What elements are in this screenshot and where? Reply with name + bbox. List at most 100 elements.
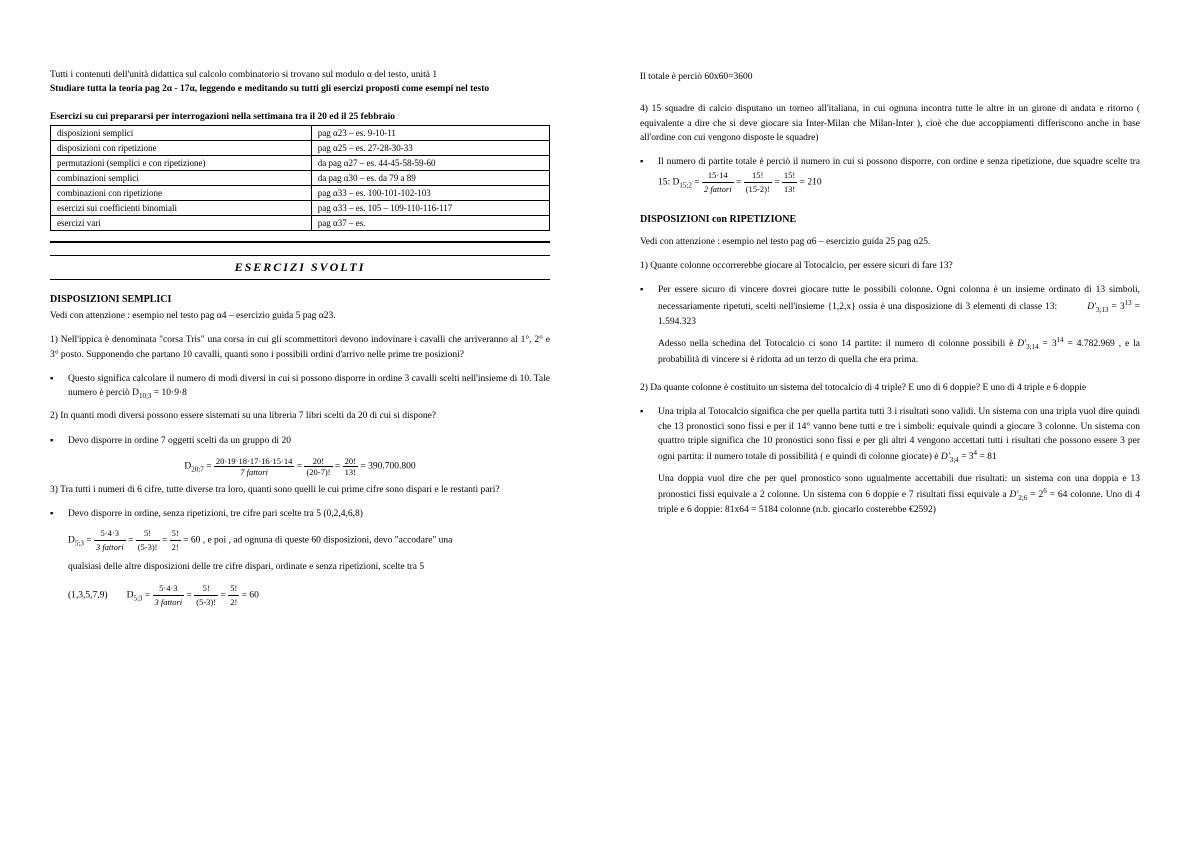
bullet-icon: ▪ bbox=[50, 507, 68, 574]
table-cell: pag α37 – es. bbox=[311, 216, 549, 231]
question-4: 4) 15 squadre di calcio disputano un tor… bbox=[640, 102, 1140, 145]
f3ad2: (5-3)! bbox=[136, 541, 160, 554]
q4-answer: Il numero di partite totale è perciò il … bbox=[658, 155, 1140, 196]
table-caption: Esercizi su cui prepararsi per interroga… bbox=[50, 112, 550, 122]
f3a-sub: 5;3 bbox=[75, 540, 84, 548]
r1-answer: Per essere sicuro di vincere dovrei gioc… bbox=[658, 283, 1140, 367]
q2-bullet: ▪ Devo disporre in ordine 7 oggetti scel… bbox=[50, 434, 550, 448]
divider bbox=[50, 241, 550, 243]
table-cell: pag α23 – es. 9-10-11 bbox=[311, 126, 549, 141]
q3-bullet: ▪ Devo disporre in ordine, senza ripetiz… bbox=[50, 507, 550, 574]
q3b2-text: qualsiasi delle altre disposizioni delle… bbox=[68, 562, 424, 572]
right-column: Il totale è perciò 60x60=3600 4) 15 squa… bbox=[600, 0, 1200, 848]
question-2: 2) In quanti modi diversi possono essere… bbox=[50, 409, 550, 423]
bullet-icon: ▪ bbox=[640, 405, 658, 517]
q3c-text: (1,3,5,7,9) bbox=[68, 591, 108, 601]
table-cell: permutazioni (semplici e con ripetizione… bbox=[51, 156, 312, 171]
f4d2: (15-2)! bbox=[744, 183, 772, 196]
r2-bullet: ▪ Una tripla al Totocalcio significa che… bbox=[640, 405, 1140, 517]
q3-line2: (1,3,5,7,9) D5;3 = 5·4·33 fattori = 5!(5… bbox=[68, 582, 550, 609]
q1-answer: Questo significa calcolare il numero di … bbox=[68, 372, 550, 402]
f3an2: 5! bbox=[136, 527, 160, 541]
title-box: ESERCIZI SVOLTI bbox=[50, 255, 550, 280]
table-cell: esercizi sui coefficienti binomiali bbox=[51, 201, 312, 216]
q3-answer-1: Devo disporre in ordine, senza ripetizio… bbox=[68, 507, 550, 574]
table-cell: disposizioni semplici bbox=[51, 126, 312, 141]
f3ad3: 2! bbox=[170, 541, 181, 554]
r-question-1: 1) Quante colonne occorrerebbe giocare a… bbox=[640, 259, 1140, 273]
q4-bullet: ▪ Il numero di partite totale è perciò i… bbox=[640, 155, 1140, 196]
section-heading-2: DISPOSIZIONI con RIPETIZIONE bbox=[640, 214, 1140, 225]
r2b1a-text: Una tripla al Totocalcio significa che p… bbox=[658, 407, 1140, 462]
formula-2: D20;7 = 20·19·18·17·16·15·147 fattori = … bbox=[50, 456, 550, 477]
f3bd2: (5-3)! bbox=[194, 596, 218, 609]
q2-answer: Devo disporre in ordine 7 oggetti scelti… bbox=[68, 434, 550, 448]
f2n1: 20·19·18·17·16·15·14 bbox=[214, 456, 294, 467]
f2n3: 20! bbox=[343, 456, 358, 467]
r1b1-text: Per essere sicuro di vincere dovrei gioc… bbox=[658, 285, 1140, 311]
q1-bullet: ▪ Questo significa calcolare il numero d… bbox=[50, 372, 550, 402]
table-row: disposizioni con ripetizionepag α25 – es… bbox=[51, 141, 550, 156]
f3an1: 5·4·3 bbox=[94, 527, 126, 541]
r1-bullet: ▪ Per essere sicuro di vincere dovrei gi… bbox=[640, 283, 1140, 367]
table-row: disposizioni semplicipag α23 – es. 9-10-… bbox=[51, 126, 550, 141]
table-cell: da pag α27 – es. 44-45-58-59-60 bbox=[311, 156, 549, 171]
f2-result: = 390.700.800 bbox=[360, 462, 415, 472]
f2d1: 7 fattori bbox=[214, 467, 294, 477]
q3b1-text: Devo disporre in ordine, senza ripetizio… bbox=[68, 509, 363, 519]
f3bd3: 2! bbox=[228, 596, 239, 609]
f2d3: 13! bbox=[343, 467, 358, 477]
f3ad1: 3 fattori bbox=[94, 541, 126, 554]
f2d2: (20-7)! bbox=[304, 467, 332, 477]
bullet-icon: ▪ bbox=[50, 372, 68, 402]
see-note-2: Vedi con attenzione : esempio nel testo … bbox=[640, 235, 1140, 249]
table-cell: da pag α30 – es. da 79 a 89 bbox=[311, 171, 549, 186]
table-row: combinazioni semplicida pag α30 – es. da… bbox=[51, 171, 550, 186]
bullet-icon: ▪ bbox=[50, 434, 68, 448]
f4d3: 13! bbox=[782, 183, 797, 196]
total-line: Il totale è perciò 60x60=3600 bbox=[640, 70, 1140, 84]
f3b-sub: 5;3 bbox=[133, 594, 142, 602]
intro-bold: Studiare tutta la teoria pag 2α - 17α, l… bbox=[50, 84, 550, 94]
f3bd1: 3 fattori bbox=[153, 596, 185, 609]
table-cell: combinazioni semplici bbox=[51, 171, 312, 186]
bullet-icon: ▪ bbox=[640, 283, 658, 367]
r-question-2: 2) Da quante colonne è costituito un sis… bbox=[640, 381, 1140, 395]
q1-result: = 10·9·8 bbox=[151, 388, 186, 398]
table-cell: esercizi vari bbox=[51, 216, 312, 231]
table-row: esercizi varipag α37 – es. bbox=[51, 216, 550, 231]
f4n1: 15·14 bbox=[702, 169, 734, 183]
f4n2: 15! bbox=[744, 169, 772, 183]
f3bn2: 5! bbox=[194, 582, 218, 596]
bullet-icon: ▪ bbox=[640, 155, 658, 196]
table-cell: combinazioni con ripetizione bbox=[51, 186, 312, 201]
f3b-result: = 60 bbox=[242, 591, 259, 601]
exercises-table: disposizioni semplicipag α23 – es. 9-10-… bbox=[50, 125, 550, 231]
f2n2: 20! bbox=[304, 456, 332, 467]
f2-sub: 20;7 bbox=[191, 465, 203, 473]
table-cell: disposizioni con ripetizione bbox=[51, 141, 312, 156]
table-row: permutazioni (semplici e con ripetizione… bbox=[51, 156, 550, 171]
r2b2a-text: Una doppia vuol dire che per quel pronos… bbox=[658, 474, 1140, 500]
f3a-pre: D bbox=[68, 536, 75, 546]
table-cell: pag α33 – es. 105 – 109-110-116-117 bbox=[311, 201, 549, 216]
question-1: 1) Nell'ippica è denominata "corsa Tris"… bbox=[50, 333, 550, 362]
table-cell: pag α25 – es. 27-28-30-33 bbox=[311, 141, 549, 156]
f3bn1: 5·4·3 bbox=[153, 582, 185, 596]
question-3: 3) Tra tutti i numeri di 6 cifre, tutte … bbox=[50, 483, 550, 497]
f4d1: 2 fattori bbox=[702, 183, 734, 196]
f3an3: 5! bbox=[170, 527, 181, 541]
f4-result: = 210 bbox=[800, 178, 822, 188]
r1b2-text: Adesso nella schedina del Totocalcio ci … bbox=[658, 339, 1013, 349]
f3bn3: 5! bbox=[228, 582, 239, 596]
intro-line: Tutti i contenuti dell'unità didattica s… bbox=[50, 70, 550, 80]
f3a-result: = 60 , e poi , ad ognuna di queste 60 di… bbox=[183, 536, 452, 546]
table-row: esercizi sui coefficienti binomialipag α… bbox=[51, 201, 550, 216]
r2-answer: Una tripla al Totocalcio significa che p… bbox=[658, 405, 1140, 517]
section-heading-1: DISPOSIZIONI SEMPLICI bbox=[50, 294, 550, 305]
see-note-1: Vedi con attenzione : esempio nel testo … bbox=[50, 309, 550, 323]
page: Tutti i contenuti dell'unità didattica s… bbox=[0, 0, 1200, 848]
left-column: Tutti i contenuti dell'unità didattica s… bbox=[0, 0, 600, 848]
r2b1b-res: = 81 bbox=[979, 452, 996, 462]
table-cell: pag α33 – es. 100-101-102-103 bbox=[311, 186, 549, 201]
